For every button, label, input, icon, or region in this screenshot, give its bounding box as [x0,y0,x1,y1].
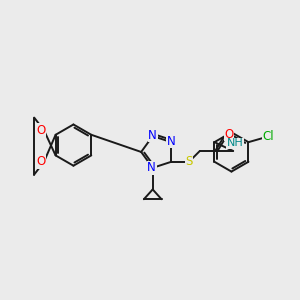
Text: O: O [36,124,46,137]
Text: N: N [167,135,176,148]
Text: N: N [147,161,156,174]
Text: NH: NH [227,138,244,148]
Text: Cl: Cl [262,130,274,143]
Text: O: O [225,128,234,141]
Text: S: S [185,155,193,168]
Text: O: O [36,155,46,168]
Text: N: N [148,129,157,142]
